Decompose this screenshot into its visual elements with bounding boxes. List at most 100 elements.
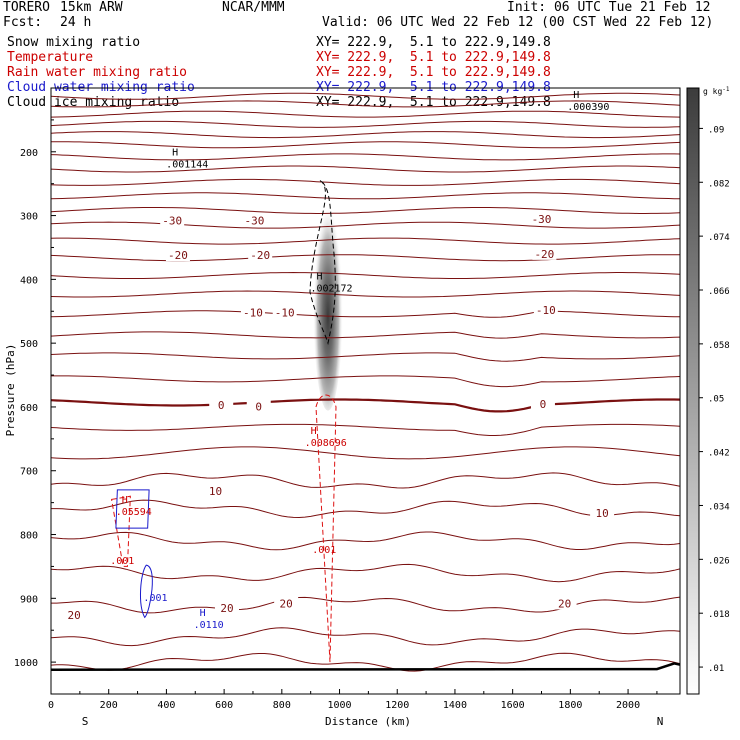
temperature-label-bg (165, 248, 190, 262)
temperature-label-bg (160, 213, 185, 227)
field-name-snow: Snow mixing ratio (7, 35, 141, 50)
isotherm-line (51, 271, 680, 279)
forecast-label: Fcst: (3, 15, 43, 30)
isotherm-line (51, 290, 680, 298)
rain-contour-small (111, 495, 131, 567)
temperature-label-text: -20 (250, 249, 270, 262)
y-tick-label: 200 (20, 148, 38, 159)
field-xy-temperature: XY= 222.9, 5.1 to 222.9,149.8 (316, 50, 551, 65)
isotherm-line (51, 531, 680, 551)
temperature-label: 0 (209, 398, 234, 412)
snow-shading (312, 187, 343, 411)
isotherm-line (51, 652, 680, 672)
extremum-value: .05594 (116, 507, 152, 518)
colorbar-tick-label: .01 (708, 664, 724, 674)
isotherm-line (51, 165, 680, 173)
temperature-label-text: -10 (536, 304, 556, 317)
field-xy-rain: XY= 222.9, 5.1 to 222.9,149.8 (316, 65, 551, 80)
x-tick-label: 2000 (616, 700, 640, 711)
temperature-label: 20 (62, 607, 87, 622)
isotherm-line (51, 100, 680, 108)
temperature-label: 20 (274, 596, 299, 610)
isotherm-line (51, 237, 680, 245)
isotherm-line (51, 221, 680, 229)
y-tick-label: 800 (20, 531, 38, 542)
extremum-value: .008696 (305, 438, 347, 449)
colorbar-tick-label: .05 (708, 395, 724, 405)
temperature-label: -20 (248, 248, 273, 262)
y-tick-label: 700 (20, 467, 38, 478)
isotherm-line (51, 472, 680, 489)
extremum-value: .001144 (166, 159, 208, 170)
temperature-label-bg (274, 596, 299, 610)
temperature-label-bg (203, 484, 228, 498)
temperature-label-text: -20 (168, 249, 188, 262)
y-tick-label: 400 (20, 275, 38, 286)
temperature-label: -10 (533, 302, 558, 317)
extremum-value: .0110 (194, 620, 224, 631)
isotherm-line (51, 446, 680, 460)
temperature-label-text: 20 (67, 609, 80, 622)
forecast-hours: 24 h (60, 15, 92, 30)
valid-time: Valid: 06 UTC Wed 22 Feb 12 (00 CST Wed … (322, 15, 714, 30)
colorbar-tick-label: .09 (708, 125, 724, 135)
temperature-label-text: -30 (162, 215, 182, 228)
temperature-label-text: 20 (220, 602, 233, 615)
temperature-label: -30 (160, 213, 185, 228)
temperature-label-text: 0 (255, 400, 262, 413)
colorbar-unit: g kg-1 (703, 86, 730, 96)
y-tick-label: 500 (20, 339, 38, 350)
isotherm-line (51, 352, 680, 362)
isotherm-line (51, 110, 680, 118)
extremum-value: .002172 (310, 284, 352, 295)
colorbar-tick-label: .074 (708, 233, 730, 243)
temperature-label-bg (530, 396, 555, 410)
ground-line (51, 662, 680, 672)
x-end-label-north: N (657, 715, 664, 728)
x-axis-label: Distance (km) (325, 715, 411, 728)
temperature-label-text: 20 (280, 597, 293, 610)
temperature-label-text: 0 (218, 399, 225, 412)
extremum-marker: H.008696 (305, 426, 347, 449)
temperature-label-bg (552, 596, 577, 610)
colorbar-tick-label: .042 (708, 449, 730, 459)
temperature-label: 10 (590, 505, 615, 520)
y-axis-label: Pressure (hPa) (4, 344, 17, 437)
temperature-label-text: -30 (244, 215, 264, 228)
isotherm-line (51, 192, 680, 200)
y-tick-label: 600 (20, 403, 38, 414)
isotherm-line (51, 153, 680, 161)
temperature-label-bg (533, 302, 558, 316)
temperature-label-text: -10 (275, 307, 295, 320)
y-tick-label: 1000 (14, 658, 38, 669)
colorbar-ramp (686, 87, 700, 695)
model-name: TORERO (3, 0, 50, 15)
contour-value-label: .001 (143, 593, 167, 604)
isotherm-line (51, 178, 680, 186)
temperature-label-bg (272, 305, 297, 319)
isotherm-line (51, 563, 680, 583)
extremum-value: .000390 (567, 102, 609, 113)
isotherm-line (51, 331, 680, 339)
isotherm-line (51, 207, 680, 214)
field-name-temperature: Temperature (7, 50, 94, 65)
temperature-label-text: -20 (534, 248, 554, 261)
plot-frame (50, 87, 681, 695)
temperature-label-text: -10 (243, 307, 263, 320)
temperature-label-bg (209, 398, 234, 412)
extremum-marker: H.002172 (310, 272, 352, 295)
temperature-label-bg (590, 505, 615, 519)
temperature-label-bg (62, 607, 87, 621)
colorbar-tick-label: .034 (708, 502, 730, 512)
isotherm-line (51, 141, 680, 149)
temperature-label-text: 10 (209, 485, 222, 498)
colorbar: g kg-1 .09 .082 .074 .066 .058 .05 .042 .034 .02… (686, 86, 730, 695)
temperature-label: 20 (552, 596, 577, 610)
temperature-label-bg (240, 305, 265, 319)
colorbar-tick-label: .066 (708, 287, 730, 297)
colorbar-tick-label: .058 (708, 341, 730, 351)
rain-contour (315, 394, 337, 663)
temperature-label-text: 0 (540, 398, 547, 411)
temperature-label-text: 10 (595, 507, 608, 520)
isotherm-line (51, 499, 680, 519)
